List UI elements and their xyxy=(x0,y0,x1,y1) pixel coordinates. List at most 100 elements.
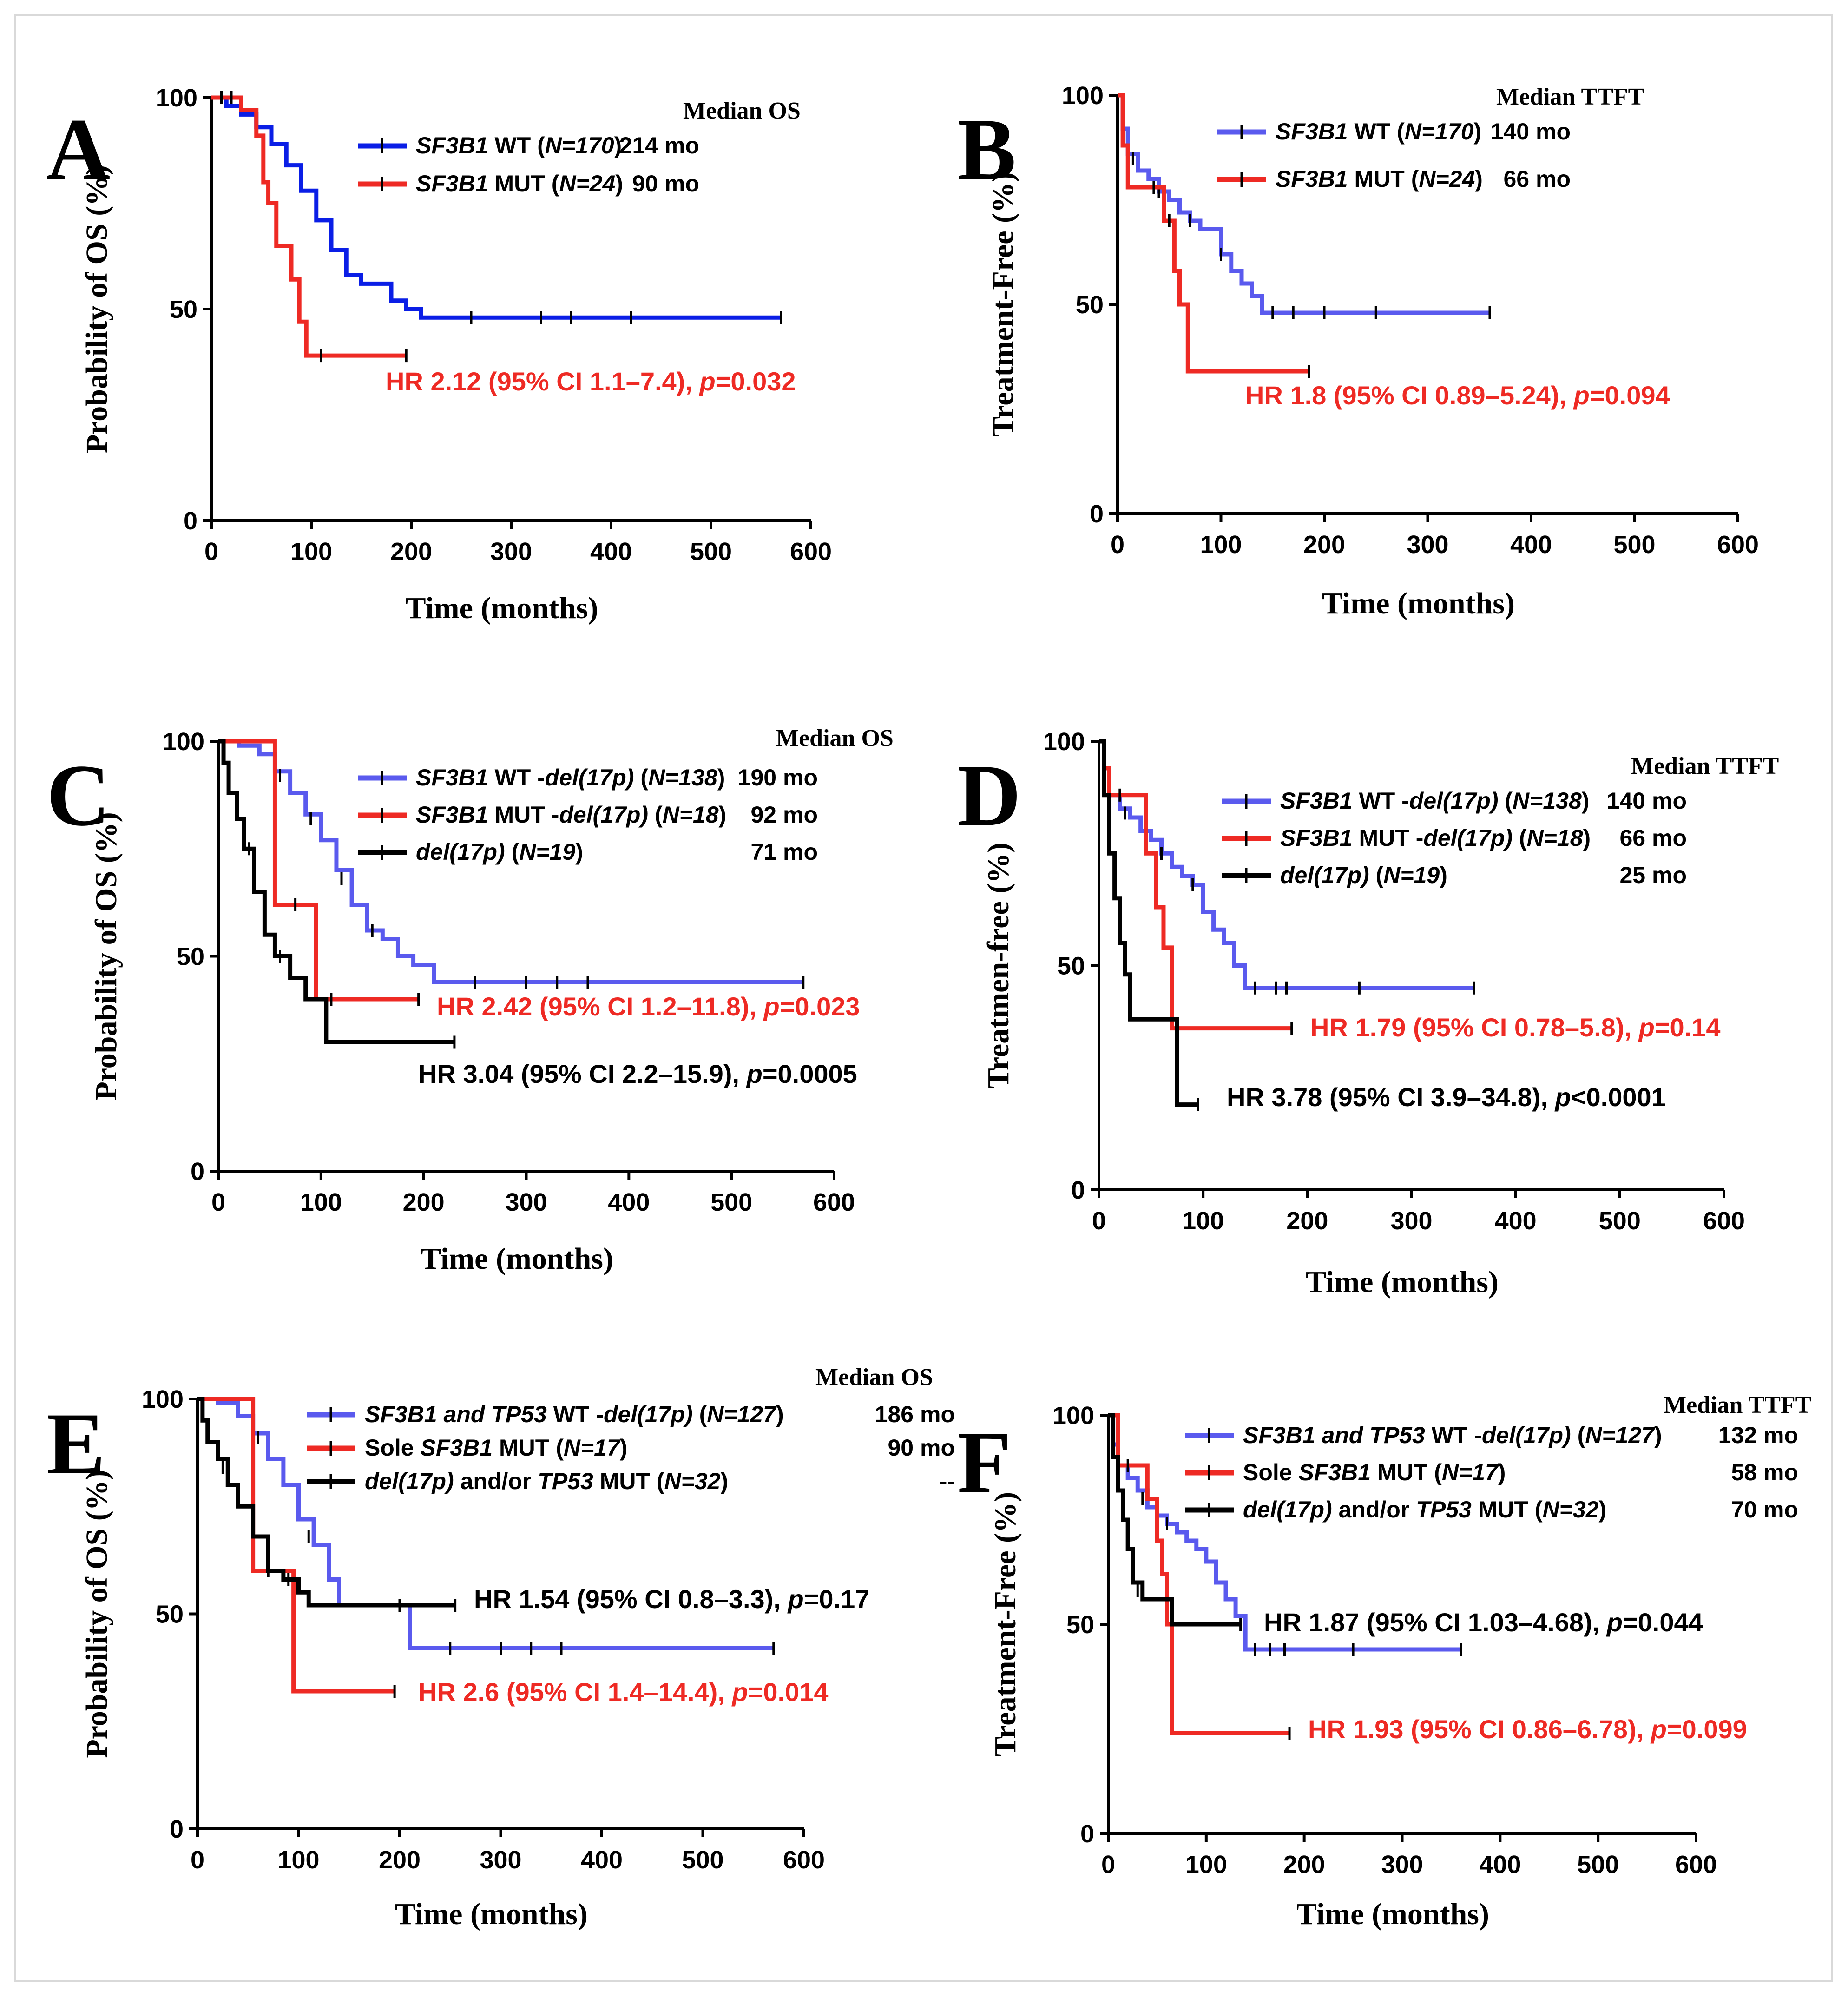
y-tick-label: 0 xyxy=(1071,1176,1085,1204)
x-tick-label: 0 xyxy=(204,538,218,566)
x-tick-label: 200 xyxy=(1283,1851,1325,1879)
y-tick-label: 100 xyxy=(163,728,204,756)
panel-letter: F xyxy=(957,1414,1011,1511)
y-tick-label: 50 xyxy=(1057,952,1085,980)
legend-title: Median OS xyxy=(683,98,801,124)
x-tick-label: 500 xyxy=(690,538,732,566)
legend-label: SF3B1 WT -del(17p) (N=138) xyxy=(1280,788,1589,814)
x-tick-label: 200 xyxy=(1303,531,1345,559)
legend-title: Median TTFT xyxy=(1496,84,1644,110)
legend-label: SF3B1 MUT (N=24) xyxy=(1276,166,1483,192)
panel-letter: D xyxy=(957,747,1021,844)
x-tick-label: 0 xyxy=(1101,1851,1115,1879)
x-tick-label: 400 xyxy=(581,1846,623,1874)
legend-median: 186 mo xyxy=(875,1401,955,1427)
y-tick-label: 50 xyxy=(1066,1611,1094,1639)
series-line-2 xyxy=(211,95,407,358)
x-axis-title: Time (months) xyxy=(406,591,598,625)
legend-median: 190 mo xyxy=(738,765,818,791)
hazard-ratio-annotation: HR 1.87 (95% CI 1.03–4.68), p=0.044 xyxy=(1264,1608,1703,1637)
legend-median: 90 mo xyxy=(888,1435,955,1461)
legend-median: 90 mo xyxy=(632,171,699,197)
legend-median: 58 mo xyxy=(1731,1459,1798,1485)
x-tick-label: 100 xyxy=(277,1846,319,1874)
legend-label: SF3B1 WT (N=170) xyxy=(1276,119,1481,145)
y-axis-title: Treatment-Free (%) xyxy=(988,1492,1022,1757)
panel-e: E 0 100 200 300 400 500 600 0 50 100 Time (months) P… xyxy=(46,1364,955,1931)
y-tick-label: 0 xyxy=(1090,500,1104,528)
legend-label: SF3B1 MUT -del(17p) (N=18) xyxy=(416,802,726,828)
legend-median: -- xyxy=(940,1468,955,1494)
legend-median: 66 mo xyxy=(1503,166,1571,192)
panel-letter: A xyxy=(46,101,110,198)
x-axis-title: Time (months) xyxy=(395,1897,588,1931)
x-tick-label: 400 xyxy=(1495,1207,1537,1235)
legend-median: 70 mo xyxy=(1731,1497,1798,1523)
y-axis-title: Treatmen-free (%) xyxy=(981,843,1015,1089)
x-tick-label: 300 xyxy=(1381,1851,1423,1879)
x-tick-label: 0 xyxy=(191,1846,204,1874)
legend-label: del(17p) (N=19) xyxy=(1280,862,1447,888)
x-tick-label: 300 xyxy=(480,1846,521,1874)
x-tick-label: 100 xyxy=(1200,531,1242,559)
series-line-2 xyxy=(1118,93,1309,374)
legend-label: del(17p) and/or TP53 MUT (N=32) xyxy=(1243,1497,1606,1523)
y-tick-label: 0 xyxy=(184,507,197,535)
legend-label: Sole SF3B1 MUT (N=17) xyxy=(1243,1459,1506,1485)
panel-letter: E xyxy=(46,1395,105,1493)
y-tick-label: 0 xyxy=(191,1158,204,1186)
legend-label: SF3B1 MUT (N=24) xyxy=(416,171,623,197)
x-tick-label: 100 xyxy=(1185,1851,1227,1879)
legend-label: SF3B1 MUT -del(17p) (N=18) xyxy=(1280,825,1591,851)
x-tick-label: 500 xyxy=(710,1188,752,1216)
panel-f: F 0 100 200 300 400 500 600 0 50 100 Time (months) T… xyxy=(957,1392,1811,1931)
x-tick-label: 200 xyxy=(379,1846,421,1874)
hazard-ratio-annotation: HR 1.93 (95% CI 0.86–6.78), p=0.099 xyxy=(1308,1714,1747,1744)
y-axis-title: Probability of OS (%) xyxy=(80,165,114,453)
x-tick-label: 100 xyxy=(1182,1207,1224,1235)
y-tick-label: 100 xyxy=(1062,82,1104,110)
y-tick-label: 0 xyxy=(170,1815,184,1843)
hazard-ratio-annotation: HR 2.42 (95% CI 1.2–11.8), p=0.023 xyxy=(437,992,860,1021)
legend-label: del(17p) (N=19) xyxy=(416,839,583,865)
hazard-ratio-annotation: HR 3.78 (95% CI 3.9–34.8), p<0.0001 xyxy=(1227,1082,1666,1112)
x-tick-label: 600 xyxy=(783,1846,825,1874)
panel-d: D 0 100 200 300 400 500 600 0 50 100 Time (months) T… xyxy=(957,728,1779,1299)
panel-c: C 0 100 200 300 400 500 600 0 50 100 Time (months) P… xyxy=(46,725,894,1276)
x-tick-label: 400 xyxy=(1479,1851,1521,1879)
y-axis-title: Treatment-Free (%) xyxy=(986,172,1020,437)
y-tick-label: 100 xyxy=(156,84,197,112)
x-tick-label: 400 xyxy=(590,538,632,566)
series-line-3 xyxy=(197,1397,455,1608)
x-axis-title: Time (months) xyxy=(1306,1265,1499,1299)
x-tick-label: 500 xyxy=(682,1846,723,1874)
y-tick-label: 100 xyxy=(1052,1402,1094,1430)
hazard-ratio-annotation: HR 3.04 (95% CI 2.2–15.9), p=0.0005 xyxy=(418,1059,857,1088)
series-line-1 xyxy=(218,739,803,984)
hazard-ratio-annotation: HR 1.8 (95% CI 0.89–5.24), p=0.094 xyxy=(1245,381,1670,410)
x-tick-label: 0 xyxy=(211,1188,225,1216)
y-tick-label: 50 xyxy=(170,296,197,323)
legend-median: 71 mo xyxy=(750,839,818,865)
y-tick-label: 50 xyxy=(1076,291,1104,319)
panel-letter: C xyxy=(46,747,110,844)
legend-median: 214 mo xyxy=(619,132,699,158)
x-tick-label: 400 xyxy=(608,1188,650,1216)
panel-a: A 0 100 200 300 400 500 600 0 50 100 Time (months) P… xyxy=(46,84,832,625)
legend-median: 66 mo xyxy=(1619,825,1687,851)
hazard-ratio-annotation: HR 2.6 (95% CI 1.4–14.4), p=0.014 xyxy=(418,1677,829,1707)
legend-median: 140 mo xyxy=(1607,788,1687,814)
panel-letter: B xyxy=(957,101,1016,198)
legend-median: 92 mo xyxy=(750,802,818,828)
x-tick-label: 600 xyxy=(1675,1851,1717,1879)
x-axis-title: Time (months) xyxy=(1322,587,1515,620)
legend-median: 132 mo xyxy=(1718,1422,1798,1448)
y-tick-label: 100 xyxy=(142,1385,184,1413)
x-tick-label: 600 xyxy=(790,538,832,566)
x-tick-label: 100 xyxy=(300,1188,342,1216)
x-tick-label: 200 xyxy=(403,1188,445,1216)
x-axis-title: Time (months) xyxy=(1296,1897,1489,1931)
x-tick-label: 200 xyxy=(390,538,432,566)
series-line-3 xyxy=(218,739,454,1044)
legend-label: SF3B1 and TP53 WT -del(17p) (N=127) xyxy=(365,1401,784,1427)
